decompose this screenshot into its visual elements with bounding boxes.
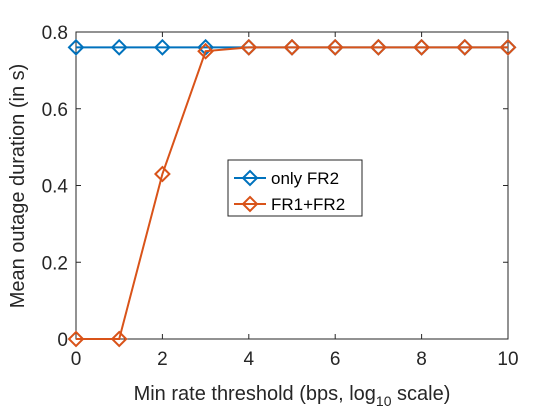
y-tick-label: 0 (57, 330, 68, 351)
x-axis-title-main: Min rate threshold (bps, log (134, 383, 376, 405)
x-tick-label: 0 (71, 349, 82, 370)
x-tick-label: 8 (416, 349, 427, 370)
y-axis-title: Mean outage duration (in s) (7, 64, 29, 309)
y-tick-label: 0.6 (42, 100, 68, 121)
x-tick-label: 4 (244, 349, 255, 370)
y-tick-label: 0.2 (42, 253, 68, 274)
y-tick-label: 0.8 (42, 23, 68, 44)
x-tick-label: 10 (497, 349, 518, 370)
x-axis-title-subscript: 10 (376, 393, 392, 409)
y-tick-label: 0.4 (42, 177, 69, 198)
x-axis-title-suffix: scale) (392, 383, 451, 405)
legend: only FR2 FR1+FR2 (228, 160, 362, 216)
x-tick-label: 2 (157, 349, 168, 370)
legend-label: FR1+FR2 (271, 195, 345, 214)
x-tick-label: 6 (330, 349, 341, 370)
legend-label: only FR2 (271, 169, 339, 188)
